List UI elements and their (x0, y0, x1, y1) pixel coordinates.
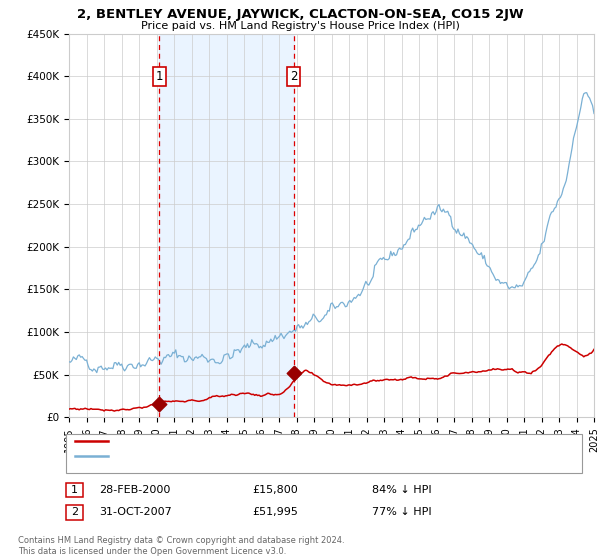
Text: 2: 2 (71, 507, 78, 517)
Text: 84% ↓ HPI: 84% ↓ HPI (372, 485, 431, 495)
Text: 28-FEB-2000: 28-FEB-2000 (99, 485, 170, 495)
Text: 77% ↓ HPI: 77% ↓ HPI (372, 507, 431, 517)
Text: £15,800: £15,800 (252, 485, 298, 495)
Point (289, 368, 298, 377)
Bar (160, 34, 293, 417)
Point (155, 399, 164, 408)
Text: 2: 2 (290, 70, 297, 83)
Text: Contains HM Land Registry data © Crown copyright and database right 2024.
This d: Contains HM Land Registry data © Crown c… (18, 536, 344, 556)
Text: 2, BENTLEY AVENUE, JAYWICK, CLACTON-ON-SEA, CO15 2JW (detached house): 2, BENTLEY AVENUE, JAYWICK, CLACTON-ON-S… (114, 436, 522, 446)
Text: 1: 1 (71, 485, 78, 495)
Text: £51,995: £51,995 (252, 507, 298, 517)
Text: 1: 1 (155, 70, 163, 83)
Text: HPI: Average price, detached house, Tendring: HPI: Average price, detached house, Tend… (114, 451, 352, 461)
Text: 2, BENTLEY AVENUE, JAYWICK, CLACTON-ON-SEA, CO15 2JW: 2, BENTLEY AVENUE, JAYWICK, CLACTON-ON-S… (77, 8, 523, 21)
Text: Price paid vs. HM Land Registry's House Price Index (HPI): Price paid vs. HM Land Registry's House … (140, 21, 460, 31)
Text: 31-OCT-2007: 31-OCT-2007 (99, 507, 172, 517)
